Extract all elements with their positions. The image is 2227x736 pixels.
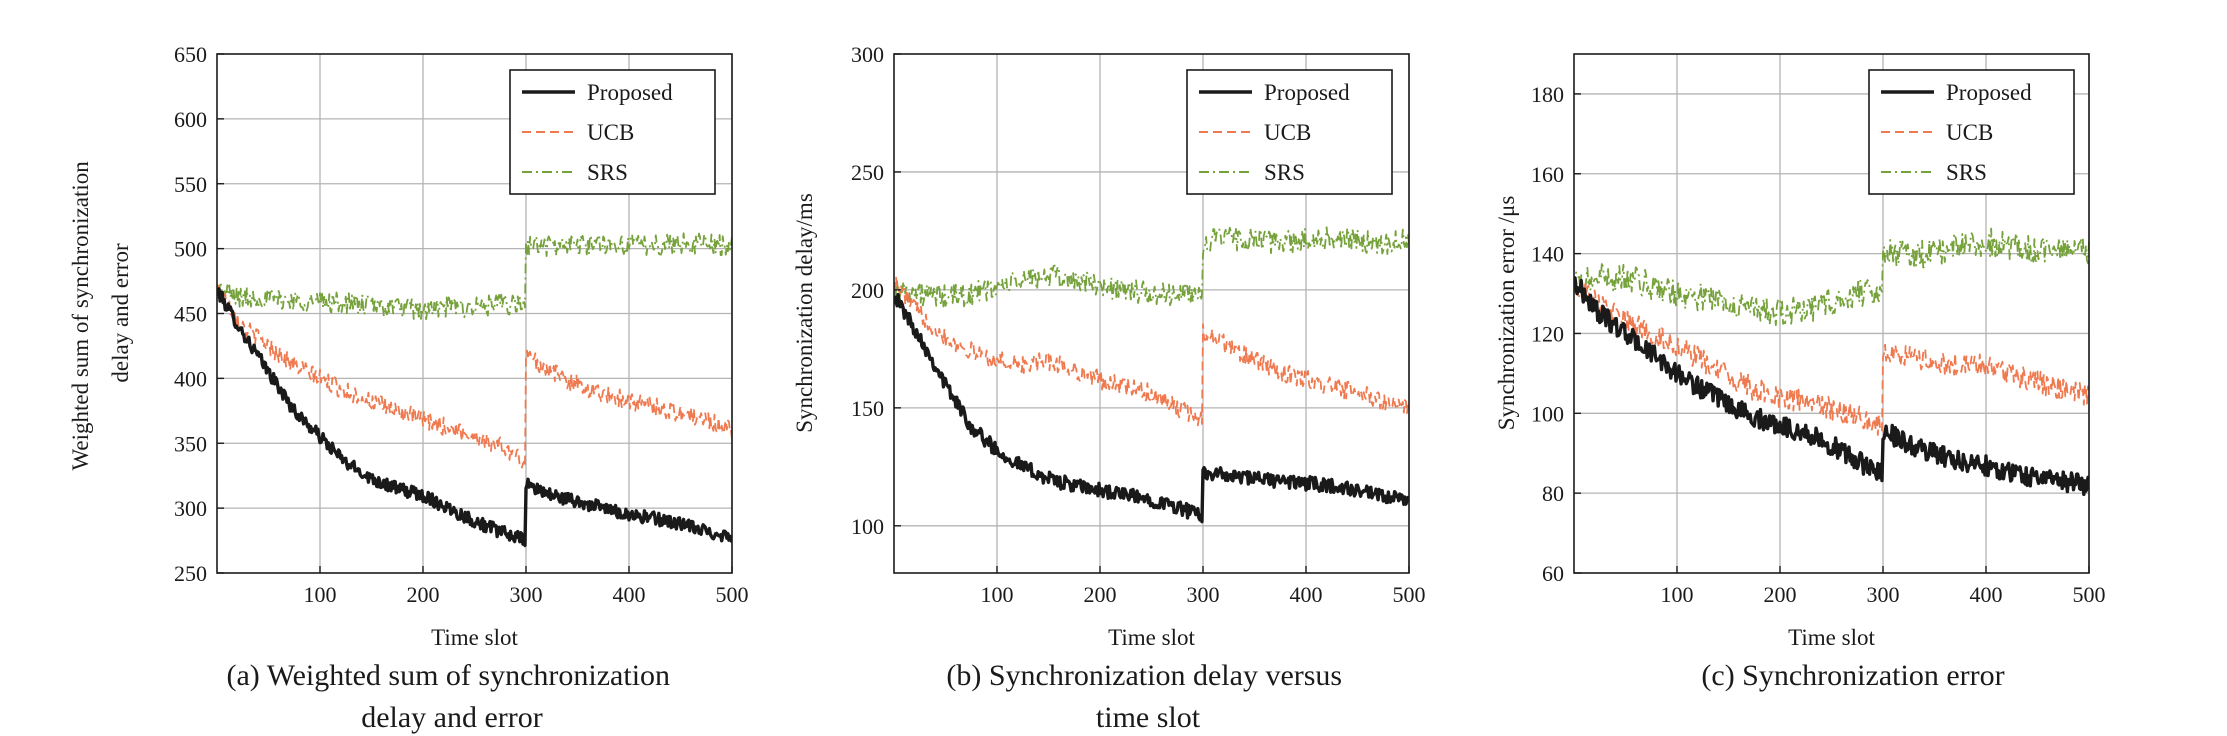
y-tick-label: 100 [851, 514, 884, 539]
y-tick-label: 600 [174, 107, 207, 132]
y-tick-label: 350 [174, 431, 207, 456]
y-tick-label: 180 [1531, 82, 1564, 107]
caption-line: (a) Weighted sum of synchronization [226, 659, 670, 692]
y-tick-label: 550 [174, 172, 207, 197]
legend-label-srs: SRS [587, 160, 628, 185]
y-tick-label: 300 [851, 42, 884, 67]
y-axis-label: Weighted sum of synchronization delay an… [68, 156, 133, 471]
legend-label-proposed: Proposed [1946, 80, 2032, 105]
series-line-ucb [217, 284, 732, 469]
caption-line: delay and error [361, 701, 543, 734]
y-axis-label-line: delay and error [108, 243, 133, 383]
y-tick-label: 450 [174, 302, 207, 327]
chart-panel-c: 100 200 300 400 500 60 80 100 120 140 160 180 Synch… [1494, 53, 2106, 692]
series-line-srs [1574, 227, 2089, 327]
x-tick-label: 200 [407, 582, 440, 607]
x-axis-label: Time slot [431, 625, 518, 650]
x-tick-label: 300 [1187, 582, 1220, 607]
series-line-srs [217, 232, 732, 321]
x-tick-label: 400 [1970, 582, 2003, 607]
y-tick-label: 650 [174, 42, 207, 67]
y-axis-label-line: Weighted sum of synchronization [68, 161, 93, 471]
legend-label-proposed: Proposed [1264, 80, 1350, 105]
caption-line: (b) Synchronization delay versus [946, 659, 1342, 692]
chart-caption: (a) Weighted sum of synchronization dela… [226, 659, 677, 734]
x-tick-label: 300 [510, 582, 543, 607]
legend: Proposed UCB SRS [509, 69, 716, 195]
x-tick-label: 400 [1290, 582, 1323, 607]
x-tick-label: 100 [981, 582, 1014, 607]
legend-label-srs: SRS [1264, 160, 1305, 185]
y-tick-label: 250 [851, 160, 884, 185]
x-tick-label: 500 [716, 582, 749, 607]
y-tick-label: 60 [1542, 561, 1564, 586]
legend-label-srs: SRS [1946, 160, 1987, 185]
legend-label-ucb: UCB [1264, 120, 1311, 145]
y-tick-label: 500 [174, 237, 207, 262]
x-tick-label: 500 [1393, 582, 1426, 607]
series-line-proposed [894, 292, 1409, 524]
chart-panel-b: 100 200 300 400 500 100 150 200 250 300 Synchroni… [792, 42, 1426, 734]
x-tick-label: 300 [1867, 582, 1900, 607]
x-tick-label: 200 [1764, 582, 1797, 607]
x-tick-label: 500 [2073, 582, 2106, 607]
chart-caption: (b) Synchronization delay versus time sl… [946, 659, 1349, 734]
y-axis-label: Synchronization delay/ms [792, 193, 817, 433]
legend-label-proposed: Proposed [587, 80, 673, 105]
y-tick-label: 80 [1542, 481, 1564, 506]
y-tick-label: 400 [174, 366, 207, 391]
chart-panel-a: 100 200 300 400 500 250 300 350 400 450 500 550 600 6… [68, 42, 749, 734]
series-line-proposed [217, 287, 732, 548]
y-tick-label: 120 [1531, 321, 1564, 346]
y-tick-label: 300 [174, 496, 207, 521]
series-line-proposed [1574, 276, 2089, 497]
y-tick-label: 160 [1531, 162, 1564, 187]
legend: Proposed UCB SRS [1186, 69, 1393, 195]
y-tick-label: 200 [851, 278, 884, 303]
plot-area-frame [1573, 53, 2090, 574]
caption-line: (c) Synchronization error [1701, 659, 2004, 692]
x-tick-label: 200 [1084, 582, 1117, 607]
y-tick-label: 140 [1531, 242, 1564, 267]
legend: Proposed UCB SRS [1868, 69, 2075, 195]
y-tick-label: 100 [1531, 401, 1564, 426]
y-tick-label: 150 [851, 396, 884, 421]
x-tick-label: 100 [1661, 582, 1694, 607]
x-tick-label: 400 [613, 582, 646, 607]
series-line-srs [894, 226, 1409, 308]
legend-label-ucb: UCB [1946, 120, 1993, 145]
series-line-ucb [894, 276, 1409, 427]
legend-label-ucb: UCB [587, 120, 634, 145]
y-tick-label: 250 [174, 561, 207, 586]
x-axis-label: Time slot [1788, 625, 1875, 650]
chart-caption: (c) Synchronization error [1701, 659, 2004, 692]
plot-area-frame [893, 53, 1410, 574]
caption-line: time slot [1096, 701, 1201, 734]
x-axis-label: Time slot [1108, 625, 1195, 650]
y-axis-label: Synchronization error /μs [1494, 196, 1519, 431]
series-line-ucb [1574, 277, 2089, 436]
x-tick-label: 100 [304, 582, 337, 607]
